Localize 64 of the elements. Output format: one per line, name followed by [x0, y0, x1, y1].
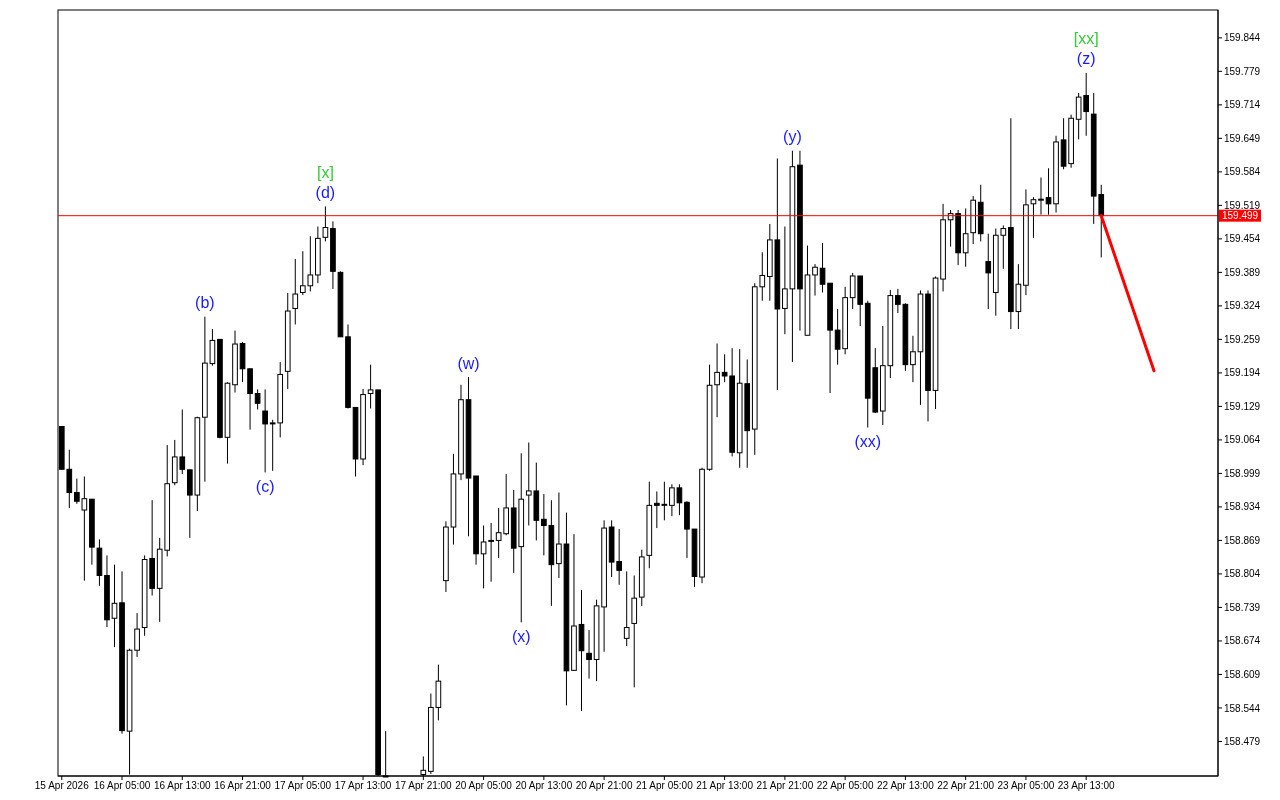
y-tick-label: 158.934 [1224, 501, 1261, 513]
x-tick-label: 21 Apr 21:00 [756, 780, 814, 792]
x-tick-label: 16 Apr 13:00 [153, 780, 212, 792]
x-tick-label: 23 Apr 13:00 [1057, 780, 1115, 792]
candlestick [812, 263, 818, 297]
y-tick-label: 159.519 [1224, 199, 1261, 211]
candlestick [111, 564, 118, 648]
y-tick-label: 158.804 [1224, 568, 1261, 580]
x-tick-label: 22 Apr 13:00 [877, 780, 935, 792]
annotation: [xx] [1073, 30, 1099, 48]
x-tick-label: 16 Apr 21:00 [214, 780, 272, 792]
annotation: (y) [783, 128, 802, 146]
y-tick-label: 159.844 [1224, 32, 1261, 44]
x-tick-label: 20 Apr 13:00 [515, 780, 573, 792]
annotation: (c) [255, 477, 275, 495]
y-tick-label: 159.714 [1224, 99, 1261, 111]
x-tick-label: 17 Apr 05:00 [274, 780, 332, 792]
y-tick-label: 158.544 [1224, 702, 1261, 714]
y-tick-label: 159.194 [1224, 367, 1261, 379]
y-tick-label: 158.479 [1224, 736, 1261, 748]
x-tick-label: 22 Apr 05:00 [816, 780, 874, 792]
candlestick [322, 205, 329, 242]
candlestick [985, 233, 992, 310]
y-tick-label: 158.999 [1224, 467, 1261, 479]
candlestick [1038, 177, 1044, 216]
y-tick-label: 159.584 [1224, 166, 1261, 178]
y-tick-label: 159.324 [1224, 300, 1261, 312]
x-tick-label: 21 Apr 13:00 [696, 780, 754, 792]
candlestick [586, 629, 592, 680]
annotation: (b) [195, 294, 215, 312]
y-tick-label: 159.129 [1224, 400, 1261, 412]
candlestick [714, 343, 720, 418]
annotation: (d) [315, 183, 336, 201]
candlestick [254, 388, 261, 410]
x-tick-label: 17 Apr 21:00 [394, 780, 453, 792]
candlestick [1030, 196, 1037, 239]
x-tick-label: 21 Apr 05:00 [636, 780, 694, 792]
y-tick-label: 158.739 [1224, 601, 1261, 613]
annotation: [x] [316, 163, 334, 181]
candlestick [292, 258, 299, 325]
candlestick [262, 388, 268, 473]
x-tick-label: 22 Apr 21:00 [937, 780, 995, 792]
y-tick-label: 158.869 [1224, 534, 1261, 546]
y-tick-label: 158.609 [1224, 669, 1261, 680]
y-tick-label: 159.779 [1224, 65, 1261, 77]
annotation: (xx) [854, 433, 882, 451]
y-tick-label: 159.259 [1224, 333, 1261, 345]
y-tick-label: 159.454 [1224, 233, 1261, 245]
y-tick-label: 159.389 [1224, 266, 1261, 278]
x-tick-label: 23 Apr 05:00 [997, 780, 1055, 792]
y-tick-label: 159.064 [1224, 434, 1261, 446]
candlestick [623, 570, 630, 647]
candlestick [962, 207, 969, 268]
x-tick-label: 15 Apr 2026 [34, 780, 90, 792]
annotation: (x) [511, 627, 531, 645]
x-tick-label: 20 Apr 21:00 [575, 780, 633, 792]
y-tick-label: 158.674 [1224, 635, 1261, 647]
x-tick-label: 16 Apr 05:00 [93, 780, 151, 792]
x-tick-label: 20 Apr 05:00 [455, 780, 513, 792]
annotation: (w) [457, 354, 480, 372]
x-tick-label: 17 Apr 13:00 [334, 780, 392, 792]
annotation: (z) [1076, 50, 1096, 68]
ref-line-label: 159.499 [1222, 210, 1259, 222]
y-tick-label: 159.649 [1224, 132, 1261, 144]
